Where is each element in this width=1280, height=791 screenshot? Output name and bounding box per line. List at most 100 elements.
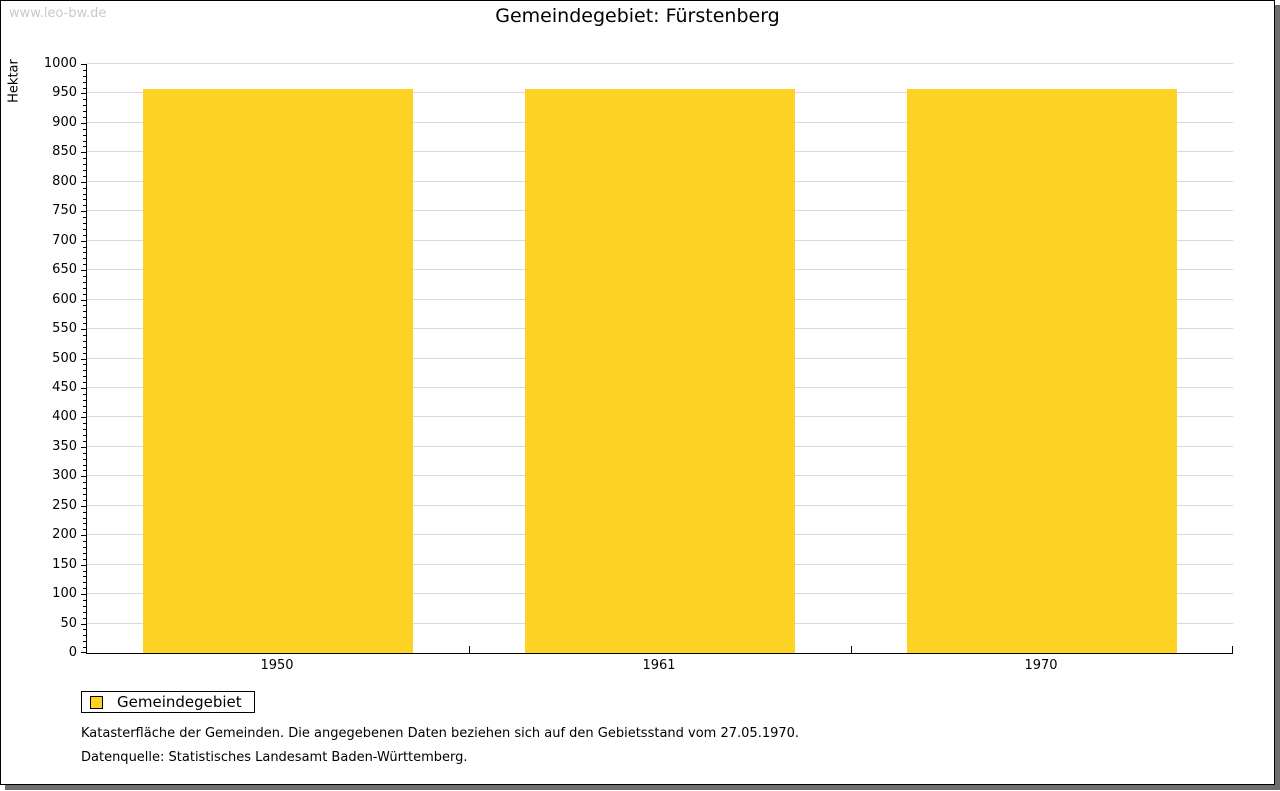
y-major-tick: [81, 299, 86, 301]
y-tick-label: 850: [52, 144, 77, 160]
y-tick-label: 50: [60, 615, 77, 631]
y-tick-label: 800: [52, 173, 77, 189]
y-minor-tick: [83, 429, 86, 431]
bar-1950: [143, 88, 413, 653]
y-major-tick: [81, 329, 86, 331]
y-major-tick: [81, 64, 86, 65]
y-minor-tick: [83, 411, 86, 413]
y-minor-tick: [83, 199, 86, 201]
y-minor-tick: [83, 552, 86, 554]
y-minor-tick: [83, 217, 86, 219]
y-minor-tick: [83, 258, 86, 260]
y-minor-tick: [83, 334, 86, 336]
y-minor-tick: [83, 117, 86, 118]
y-major-tick: [81, 446, 86, 448]
y-minor-tick: [83, 158, 86, 160]
y-minor-tick: [83, 458, 86, 460]
y-minor-tick: [83, 376, 86, 378]
y-minor-tick: [83, 276, 86, 278]
plot-area: [81, 63, 1233, 654]
y-minor-tick: [83, 617, 86, 619]
y-minor-tick: [83, 399, 86, 401]
legend-swatch: [90, 695, 103, 709]
y-minor-tick: [83, 340, 86, 342]
y-minor-tick: [83, 464, 86, 466]
y-minor-tick: [83, 558, 86, 560]
y-minor-tick: [83, 635, 86, 637]
y-minor-tick: [83, 511, 86, 513]
y-tick-label: 350: [52, 438, 77, 454]
y-minor-tick: [83, 311, 86, 313]
y-major-tick: [81, 181, 86, 183]
y-minor-tick: [83, 488, 86, 490]
y-minor-tick: [83, 605, 86, 607]
y-minor-tick: [83, 317, 86, 319]
y-minor-tick: [83, 87, 86, 89]
y-minor-tick: [83, 264, 86, 266]
y-tick-label: 250: [52, 497, 77, 513]
y-minor-tick: [83, 546, 86, 548]
bar-1970: [907, 88, 1177, 653]
legend-box: Gemeindegebiet: [81, 691, 255, 713]
y-major-tick: [81, 240, 86, 242]
x-boundary-tick: [851, 646, 852, 653]
y-minor-tick: [83, 570, 86, 572]
y-tick-label: 500: [52, 350, 77, 366]
x-category-label: 1970: [1024, 658, 1058, 673]
y-minor-tick: [83, 81, 86, 83]
y-tick-label: 900: [52, 114, 77, 130]
y-minor-tick: [83, 99, 86, 101]
y-minor-tick: [83, 111, 86, 113]
y-minor-tick: [83, 470, 86, 472]
y-minor-tick: [83, 134, 86, 136]
y-gridline: [87, 63, 1233, 64]
y-tick-label: 750: [52, 203, 77, 219]
y-minor-tick: [83, 293, 86, 295]
y-minor-tick: [83, 105, 86, 107]
y-major-tick: [81, 623, 86, 625]
y-minor-tick: [83, 323, 86, 325]
y-major-tick: [81, 358, 86, 360]
y-major-tick: [81, 122, 86, 124]
y-minor-tick: [83, 75, 86, 77]
y-minor-tick: [83, 611, 86, 613]
y-major-tick: [81, 652, 86, 653]
y-major-tick: [81, 535, 86, 537]
y-minor-tick: [83, 352, 86, 354]
y-tick-label: 0: [68, 645, 77, 660]
y-minor-tick: [83, 228, 86, 230]
y-minor-tick: [83, 69, 86, 71]
y-minor-tick: [83, 435, 86, 437]
y-minor-tick: [83, 146, 86, 148]
y-major-tick: [81, 505, 86, 507]
y-major-tick: [81, 594, 86, 596]
y-tick-label: 200: [52, 527, 77, 543]
y-minor-tick: [83, 252, 86, 254]
y-major-tick: [81, 417, 86, 419]
y-minor-tick: [83, 205, 86, 207]
y-minor-tick: [83, 193, 86, 195]
y-tick-label: 300: [52, 468, 77, 484]
y-minor-tick: [83, 382, 86, 384]
y-major-tick: [81, 152, 86, 154]
y-minor-tick: [83, 140, 86, 142]
y-minor-tick: [83, 499, 86, 501]
y-minor-tick: [83, 364, 86, 366]
y-tick-label: 150: [52, 556, 77, 572]
y-minor-tick: [83, 440, 86, 442]
y-tick-label: 650: [52, 262, 77, 278]
x-boundary-tick: [1232, 646, 1233, 653]
y-minor-tick: [83, 541, 86, 543]
y-minor-tick: [83, 452, 86, 454]
y-minor-tick: [83, 170, 86, 172]
y-major-tick: [81, 564, 86, 566]
y-tick-label: 600: [52, 291, 77, 307]
y-tick-label: 100: [52, 586, 77, 602]
y-minor-tick: [83, 582, 86, 584]
y-minor-tick: [83, 482, 86, 484]
y-tick-label: 400: [52, 409, 77, 425]
y-minor-tick: [83, 246, 86, 248]
y-minor-tick: [83, 281, 86, 283]
watermark-url: www.leo-bw.de: [9, 6, 107, 21]
